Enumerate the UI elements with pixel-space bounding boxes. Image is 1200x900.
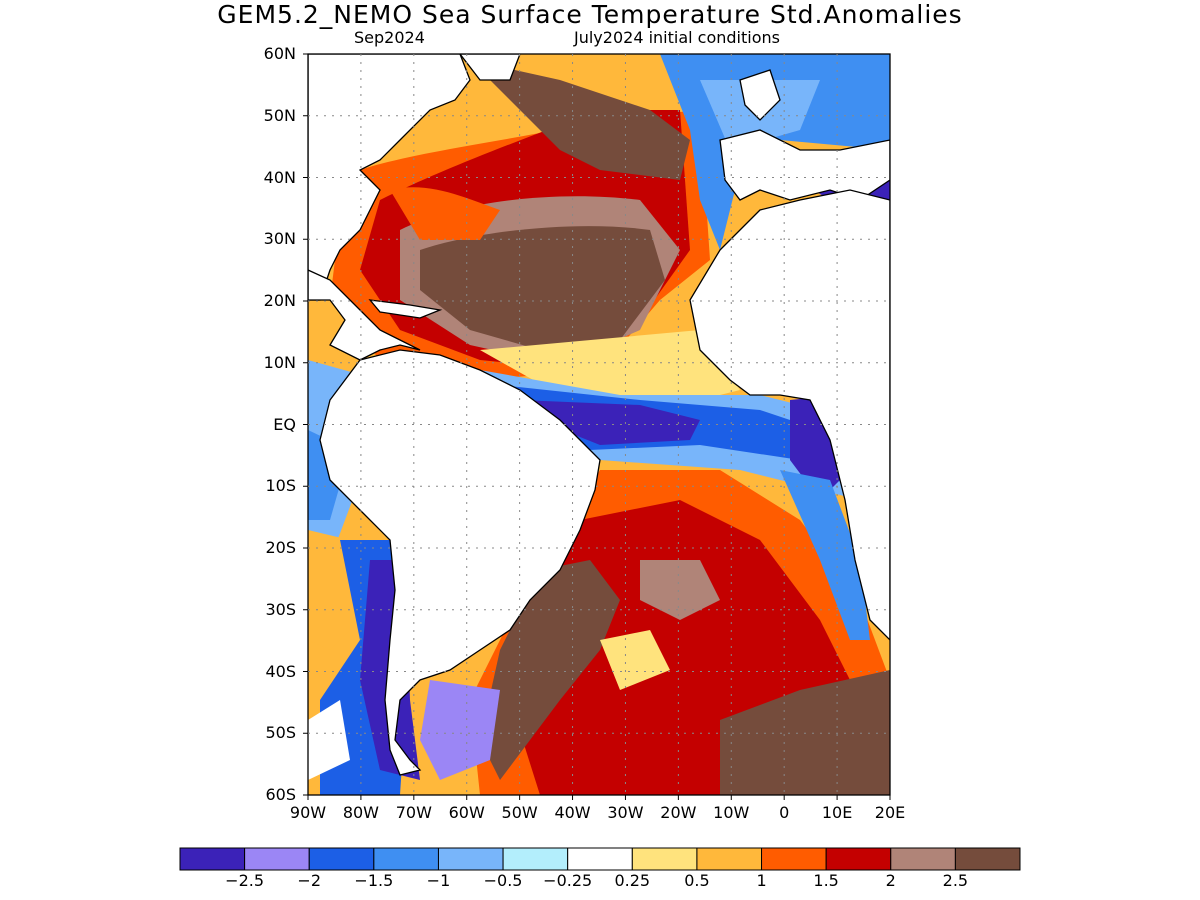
subtitle-initial-conditions: July2024 initial conditions <box>574 28 780 47</box>
colorbar <box>179 847 1021 871</box>
lon-label: 20E <box>874 803 906 822</box>
lat-label: 10S <box>265 476 296 496</box>
lat-label: 50S <box>265 723 296 743</box>
colorbar-swatch <box>437 847 504 871</box>
colorbar-label: −2.5 <box>225 871 265 890</box>
colorbar-label: 0.25 <box>614 871 651 890</box>
south-pacific-white <box>308 700 350 780</box>
lon-label: 50W <box>501 803 538 822</box>
lat-label: 10N <box>263 352 296 372</box>
colorbar-swatch <box>308 847 375 871</box>
lat-label: 50N <box>263 105 296 125</box>
colorbar-label: 2.5 <box>942 871 969 890</box>
lat-label: 30S <box>265 599 296 619</box>
colorbar-label: 1 <box>756 871 767 890</box>
gridlines <box>308 54 890 795</box>
colorbar-swatch <box>631 847 698 871</box>
lat-label: 60N <box>263 44 296 63</box>
gulf-stream-orange <box>390 187 500 240</box>
colorbar-label: 0.5 <box>684 871 710 890</box>
colorbar-swatch <box>567 847 633 871</box>
south-atlantic-brown-west <box>480 560 620 780</box>
south-atlantic-yellow-patches <box>600 630 670 690</box>
lon-label: 40W <box>554 803 591 822</box>
colorbar-label: −0.25 <box>543 871 593 890</box>
colorbar-swatch <box>696 847 763 871</box>
lon-label: 30W <box>607 803 644 822</box>
colorbar-label: −2 <box>297 871 322 890</box>
equatorial-cool-core <box>520 400 700 445</box>
subtitle-forecast-month: Sep2024 <box>354 28 425 47</box>
colorbar-label: 2 <box>885 871 896 890</box>
lon-label: 0 <box>779 803 790 822</box>
lon-label: 20W <box>660 803 697 822</box>
colorbar-swatch <box>890 847 956 871</box>
map-field <box>308 54 890 795</box>
lat-label: 20S <box>265 538 296 557</box>
lat-label: 40S <box>265 661 296 681</box>
south-atlantic-rose <box>640 560 720 620</box>
lon-label: 90W <box>289 803 327 822</box>
north-atlantic-brown-north <box>470 60 690 180</box>
colorbar-label: 1.5 <box>813 871 839 890</box>
south-atlantic-brown-southeast <box>720 670 890 795</box>
british-isles-land <box>739 69 781 121</box>
south-america-land <box>319 349 601 776</box>
benguela-cool <box>780 470 870 640</box>
colorbar-swatch <box>954 847 1021 871</box>
colorbar-label: −1 <box>426 871 451 890</box>
central-america-land <box>308 269 421 361</box>
colorbar-label: −1.5 <box>354 871 394 890</box>
greenland-iceland-land <box>459 54 521 81</box>
colorbar-swatch <box>244 847 310 871</box>
lat-label: 40N <box>263 167 296 187</box>
lon-label: 60W <box>448 803 485 822</box>
cuba-hispaniola-land <box>368 299 443 319</box>
colorbar-swatch <box>825 847 892 871</box>
lat-label: EQ <box>273 414 296 434</box>
lon-label: 70W <box>395 803 432 822</box>
drake-passage-cool <box>420 680 500 780</box>
lat-label: 60S <box>265 785 296 804</box>
lat-label: 20N <box>263 291 296 310</box>
colorbar-swatch <box>373 847 439 871</box>
north-atlantic-brown-core <box>420 226 665 350</box>
lon-label: 10W <box>713 803 750 822</box>
colorbar-label: −0.5 <box>483 871 523 890</box>
lon-label: 80W <box>342 803 379 822</box>
colorbar-swatch <box>179 847 246 871</box>
colorbar-swatch <box>502 847 569 871</box>
colorbar-swatch <box>761 847 827 871</box>
axis-ticks <box>303 53 891 800</box>
lat-label: 30N <box>263 229 296 249</box>
map-title: GEM5.2_NEMO Sea Surface Temperature Std.… <box>217 0 963 29</box>
africa-land <box>689 189 890 641</box>
lon-label: 10E <box>821 803 853 822</box>
